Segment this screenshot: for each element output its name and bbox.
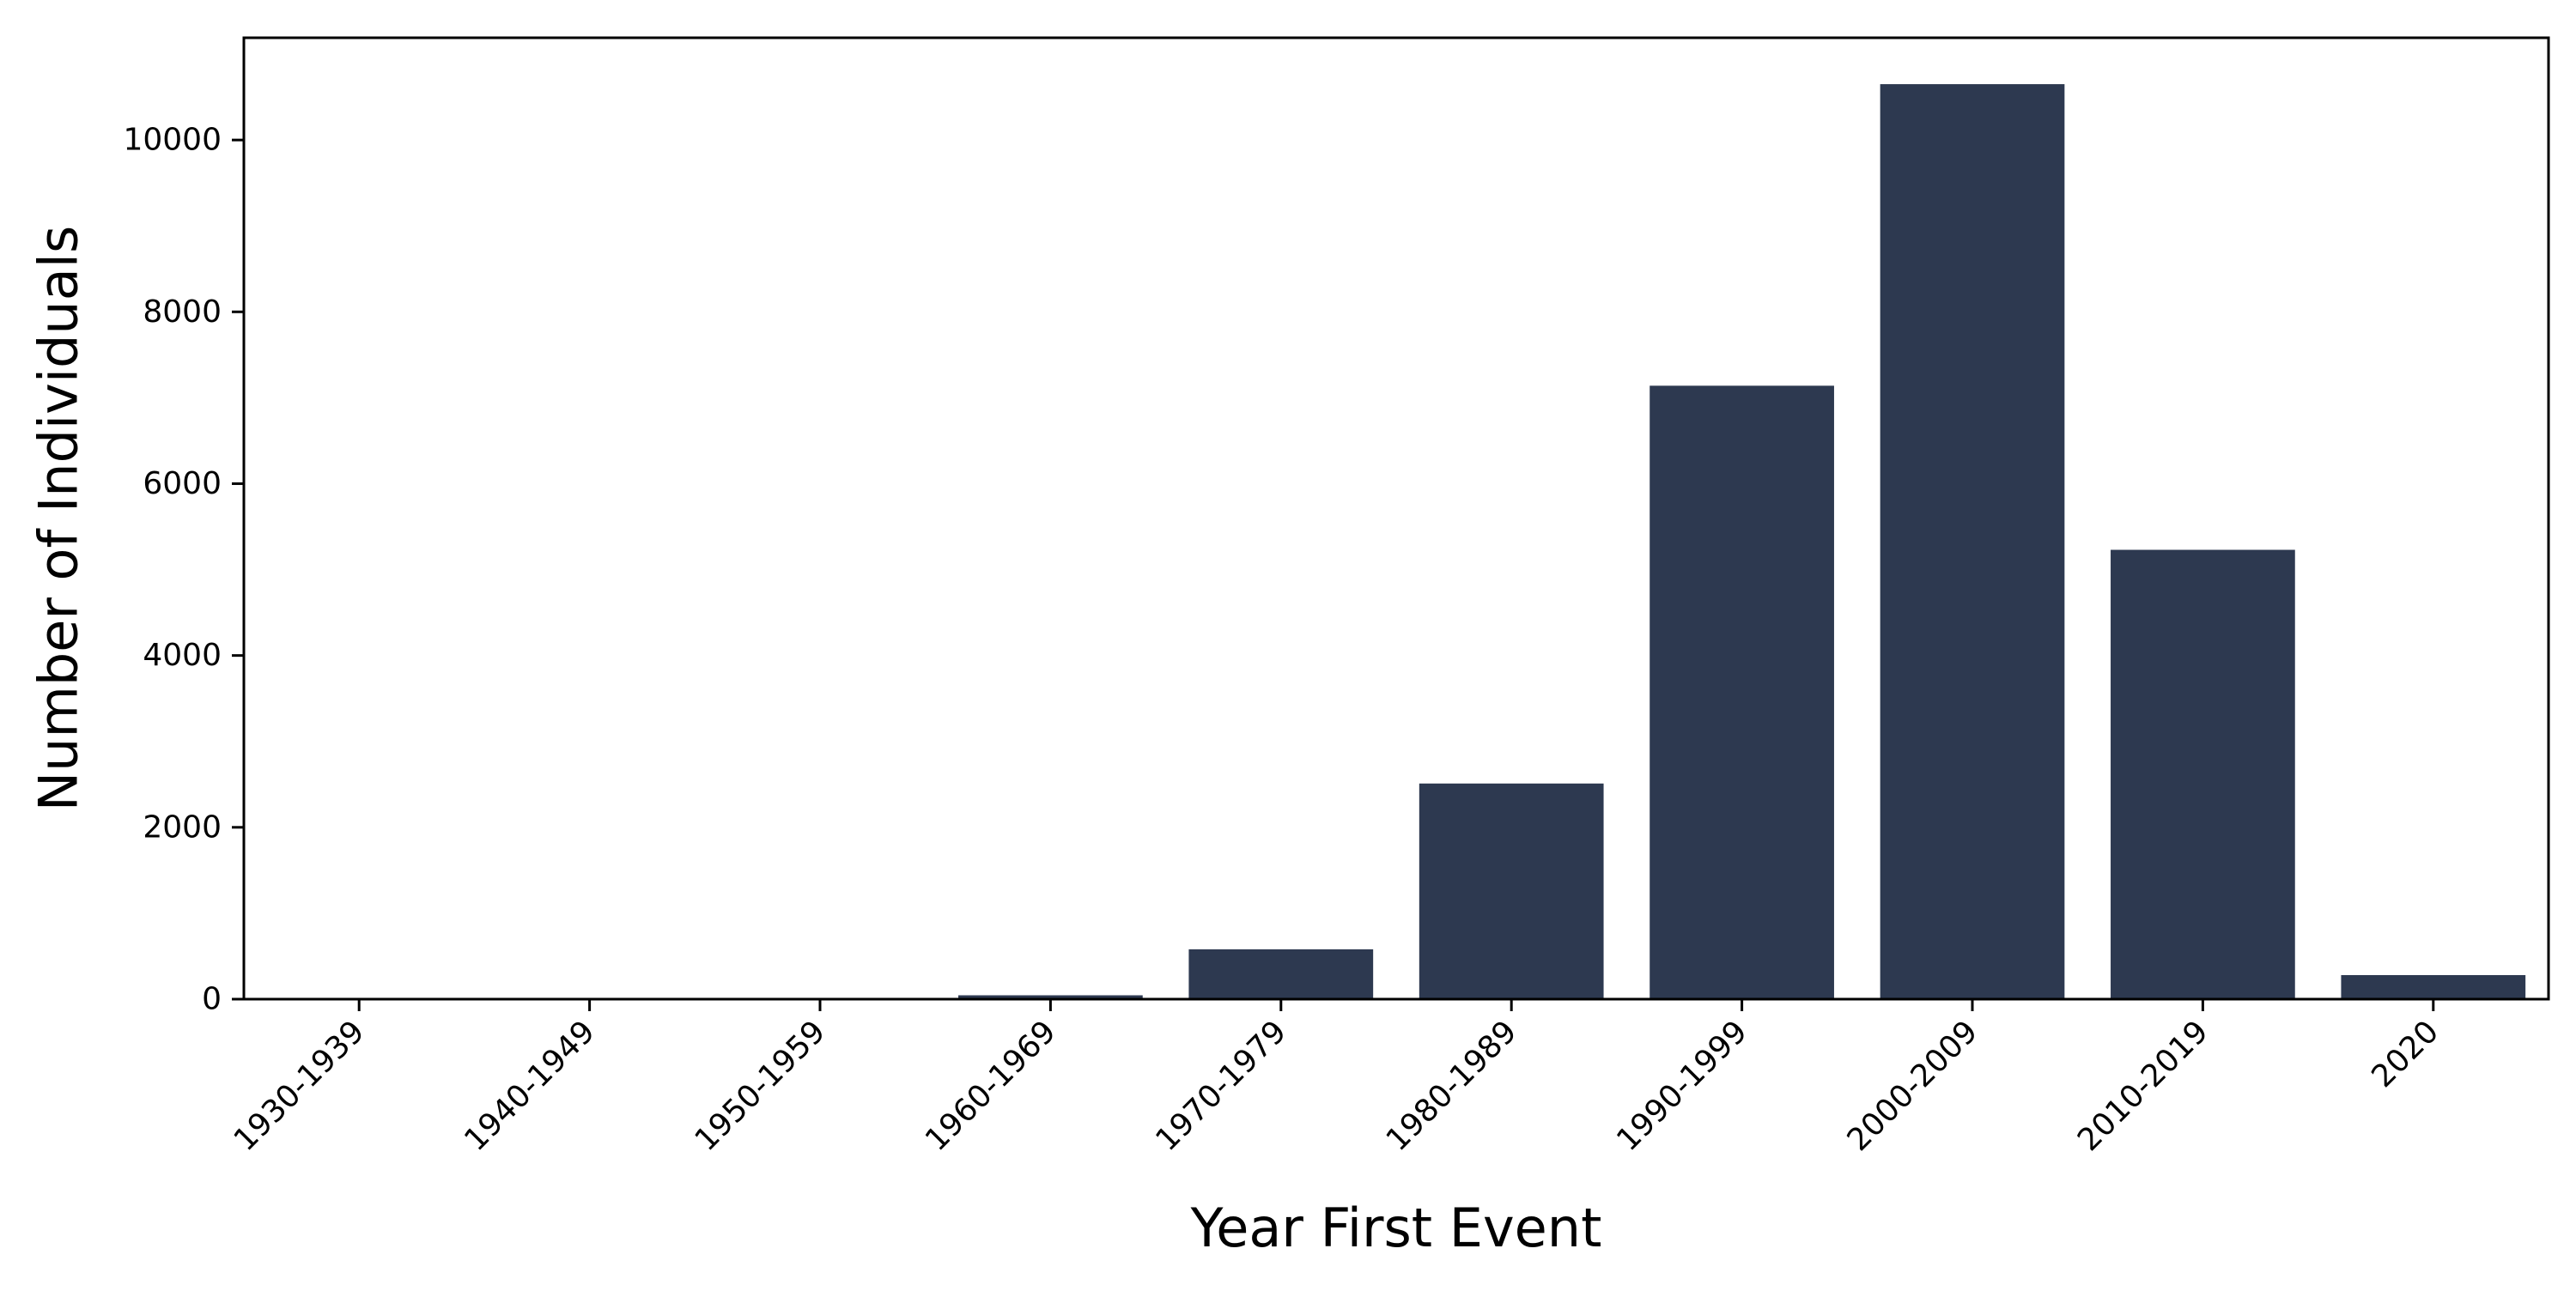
bar-2000-2009	[1880, 84, 2065, 999]
y-tick-label: 2000	[143, 809, 222, 845]
y-tick-label: 8000	[143, 294, 222, 330]
y-axis-title: Number of Individuals	[27, 226, 90, 811]
bar-2020	[2341, 975, 2525, 999]
bar-2010-2019	[2111, 550, 2295, 999]
y-tick-label: 10000	[123, 123, 222, 158]
x-axis-title: Year First Event	[1190, 1197, 1602, 1259]
y-tick-label: 6000	[143, 466, 222, 501]
bar-1970-1979	[1188, 949, 1373, 999]
bar-1990-1999	[1649, 385, 1834, 999]
y-tick-label: 4000	[143, 638, 222, 673]
y-tick-label: 0	[202, 982, 222, 1017]
bar-1980-1989	[1419, 784, 1604, 999]
